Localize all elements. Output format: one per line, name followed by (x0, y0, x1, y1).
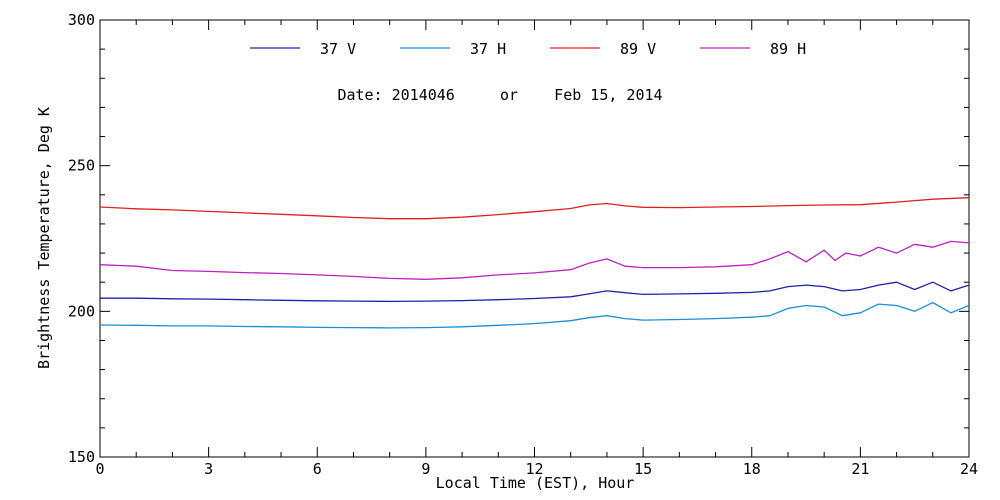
legend: 37 V 37 H 89 V 89 H (250, 40, 806, 58)
y-tick-label: 250 (68, 157, 95, 175)
x-tick-label: 15 (634, 460, 652, 478)
x-axis-title: Local Time (EST), Hour (436, 474, 635, 492)
legend-label: 37 H (470, 40, 506, 58)
legend-label: 89 V (620, 40, 656, 58)
x-tick-label: 6 (313, 460, 322, 478)
x-tick-label: 0 (95, 460, 104, 478)
axis-ticks: 0 3 6 9 12 15 18 21 24 150 200 250 300 (68, 11, 978, 478)
series-line-37-h (99, 301, 970, 329)
x-tick-label: 21 (851, 460, 869, 478)
y-tick-label: 150 (68, 448, 95, 466)
series-group (99, 197, 970, 329)
y-tick-label: 200 (68, 302, 95, 320)
x-tick-label: 24 (960, 460, 978, 478)
y-tick-label: 300 (68, 11, 95, 29)
series-line-89-v (99, 197, 970, 220)
x-tick-label: 9 (421, 460, 430, 478)
x-tick-label: 12 (525, 460, 543, 478)
series-line-37-v (100, 281, 970, 303)
chart-subtitle: Date: 2014046 or Feb 15, 2014 (337, 86, 662, 104)
series-line-89-h (99, 240, 970, 280)
y-axis-title: Brightness Temperature, Deg K (35, 107, 53, 369)
x-tick-label: 3 (204, 460, 213, 478)
x-tick-label: 18 (743, 460, 761, 478)
legend-label: 37 V (320, 40, 356, 58)
legend-label: 89 H (770, 40, 806, 58)
